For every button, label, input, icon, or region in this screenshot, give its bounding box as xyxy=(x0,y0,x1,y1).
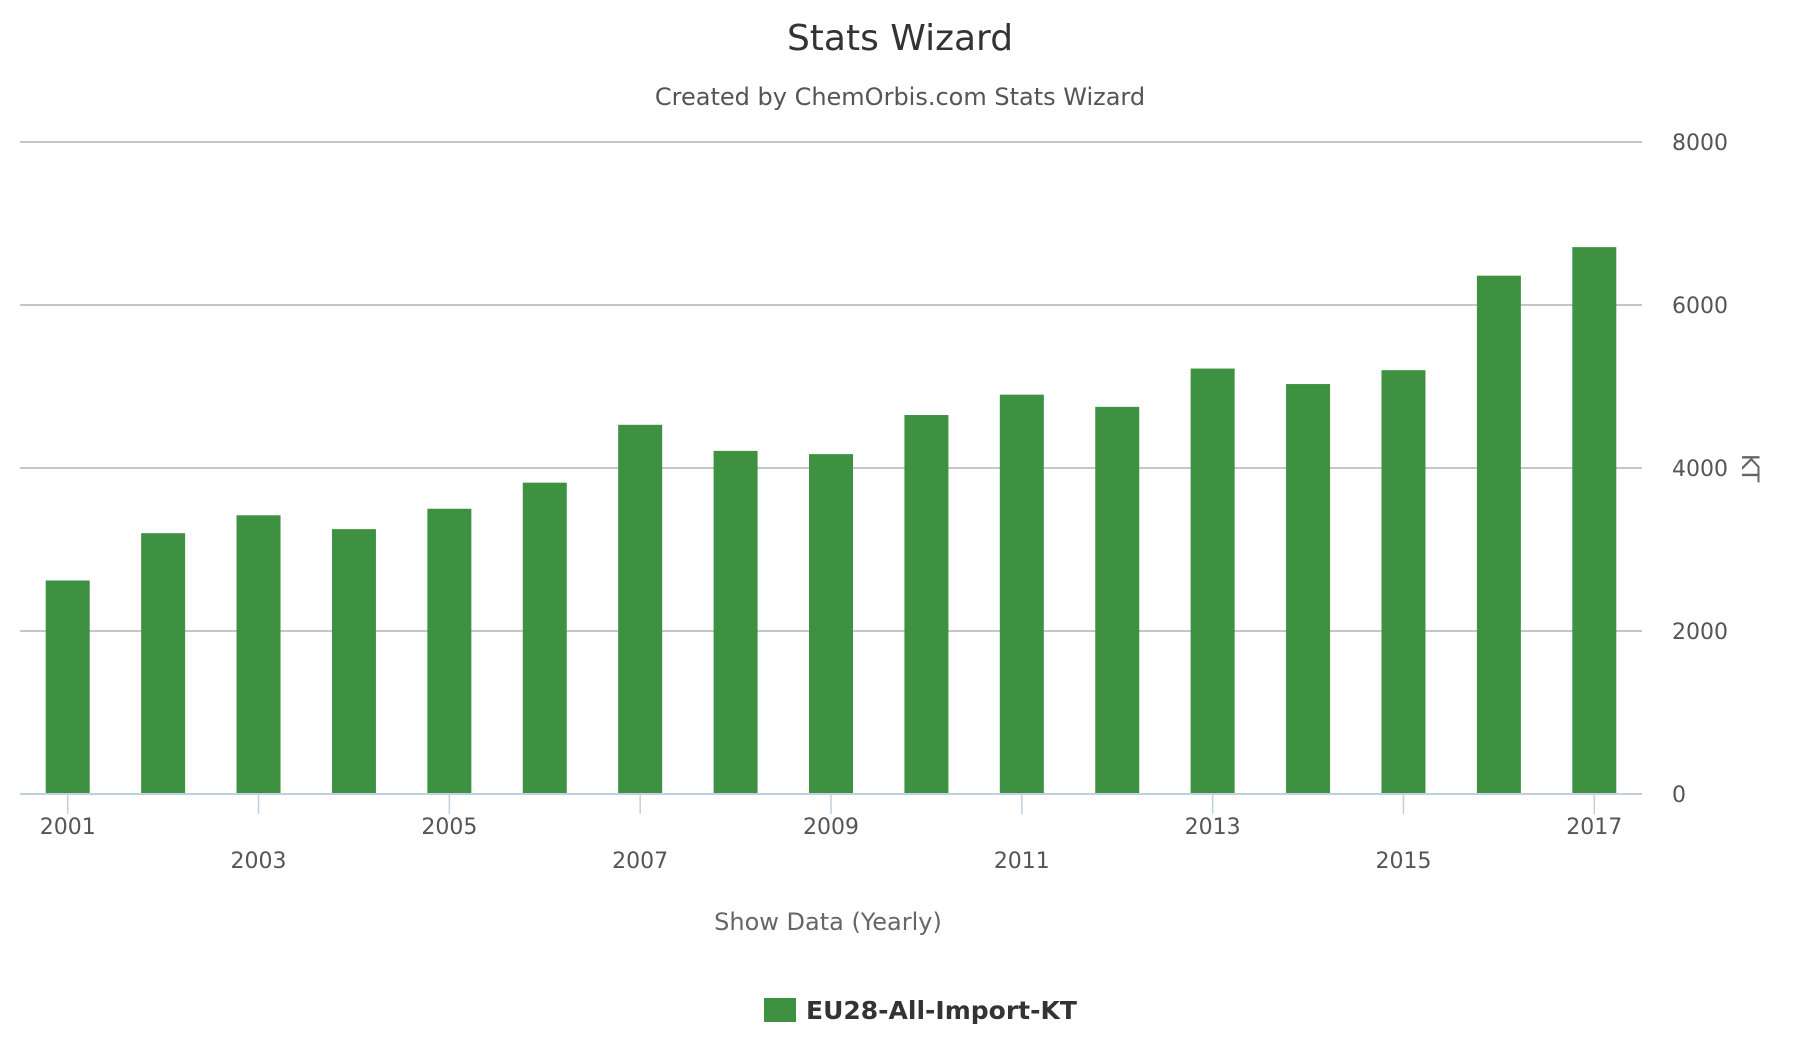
x-axis-title: Show Data (Yearly) xyxy=(714,908,942,936)
chart-subtitle: Created by ChemOrbis.com Stats Wizard xyxy=(655,83,1145,111)
x-tick-label: 2005 xyxy=(421,815,477,840)
x-tick-label: 2001 xyxy=(40,815,96,840)
y-tick-label: 8000 xyxy=(1672,131,1728,156)
bar[interactable] xyxy=(1381,370,1426,794)
legend[interactable]: EU28-All-Import-KT xyxy=(764,996,1077,1025)
y-tick-label: 6000 xyxy=(1672,294,1728,319)
y-tick-label: 2000 xyxy=(1672,620,1728,645)
legend-swatch xyxy=(764,998,796,1022)
x-tick-label: 2017 xyxy=(1566,815,1622,840)
bars xyxy=(45,247,1617,794)
y-tick-label: 4000 xyxy=(1672,457,1728,482)
bar[interactable] xyxy=(45,580,90,794)
bar[interactable] xyxy=(427,508,472,794)
bar[interactable] xyxy=(331,529,376,794)
y-axis: 0 2000 4000 6000 8000 xyxy=(1672,131,1728,808)
x-tick-label: 2013 xyxy=(1185,815,1241,840)
bar[interactable] xyxy=(999,394,1044,794)
bar[interactable] xyxy=(1190,368,1235,794)
legend-label: EU28-All-Import-KT xyxy=(806,996,1077,1025)
bar[interactable] xyxy=(1286,384,1331,794)
bar[interactable] xyxy=(618,424,663,794)
y-tick-label: 0 xyxy=(1672,783,1686,808)
x-tick-label: 2003 xyxy=(231,849,287,874)
bar[interactable] xyxy=(713,450,758,794)
bar[interactable] xyxy=(1476,275,1521,794)
bar[interactable] xyxy=(236,515,281,794)
bar[interactable] xyxy=(1572,247,1617,794)
bar[interactable] xyxy=(809,454,853,794)
bar[interactable] xyxy=(141,533,186,794)
bar[interactable] xyxy=(522,482,567,794)
y-axis-title: KT xyxy=(1736,454,1764,483)
x-tick-label: 2009 xyxy=(803,815,859,840)
bar[interactable] xyxy=(904,415,949,794)
x-tick-label: 2011 xyxy=(994,849,1050,874)
x-axis: 2001 2003 2005 2007 2009 2011 2013 2015 2017 xyxy=(20,793,1642,874)
bar[interactable] xyxy=(1095,406,1140,794)
chart-title: Stats Wizard xyxy=(787,18,1013,59)
x-tick-label: 2007 xyxy=(612,849,668,874)
x-tick-label: 2015 xyxy=(1375,849,1431,874)
